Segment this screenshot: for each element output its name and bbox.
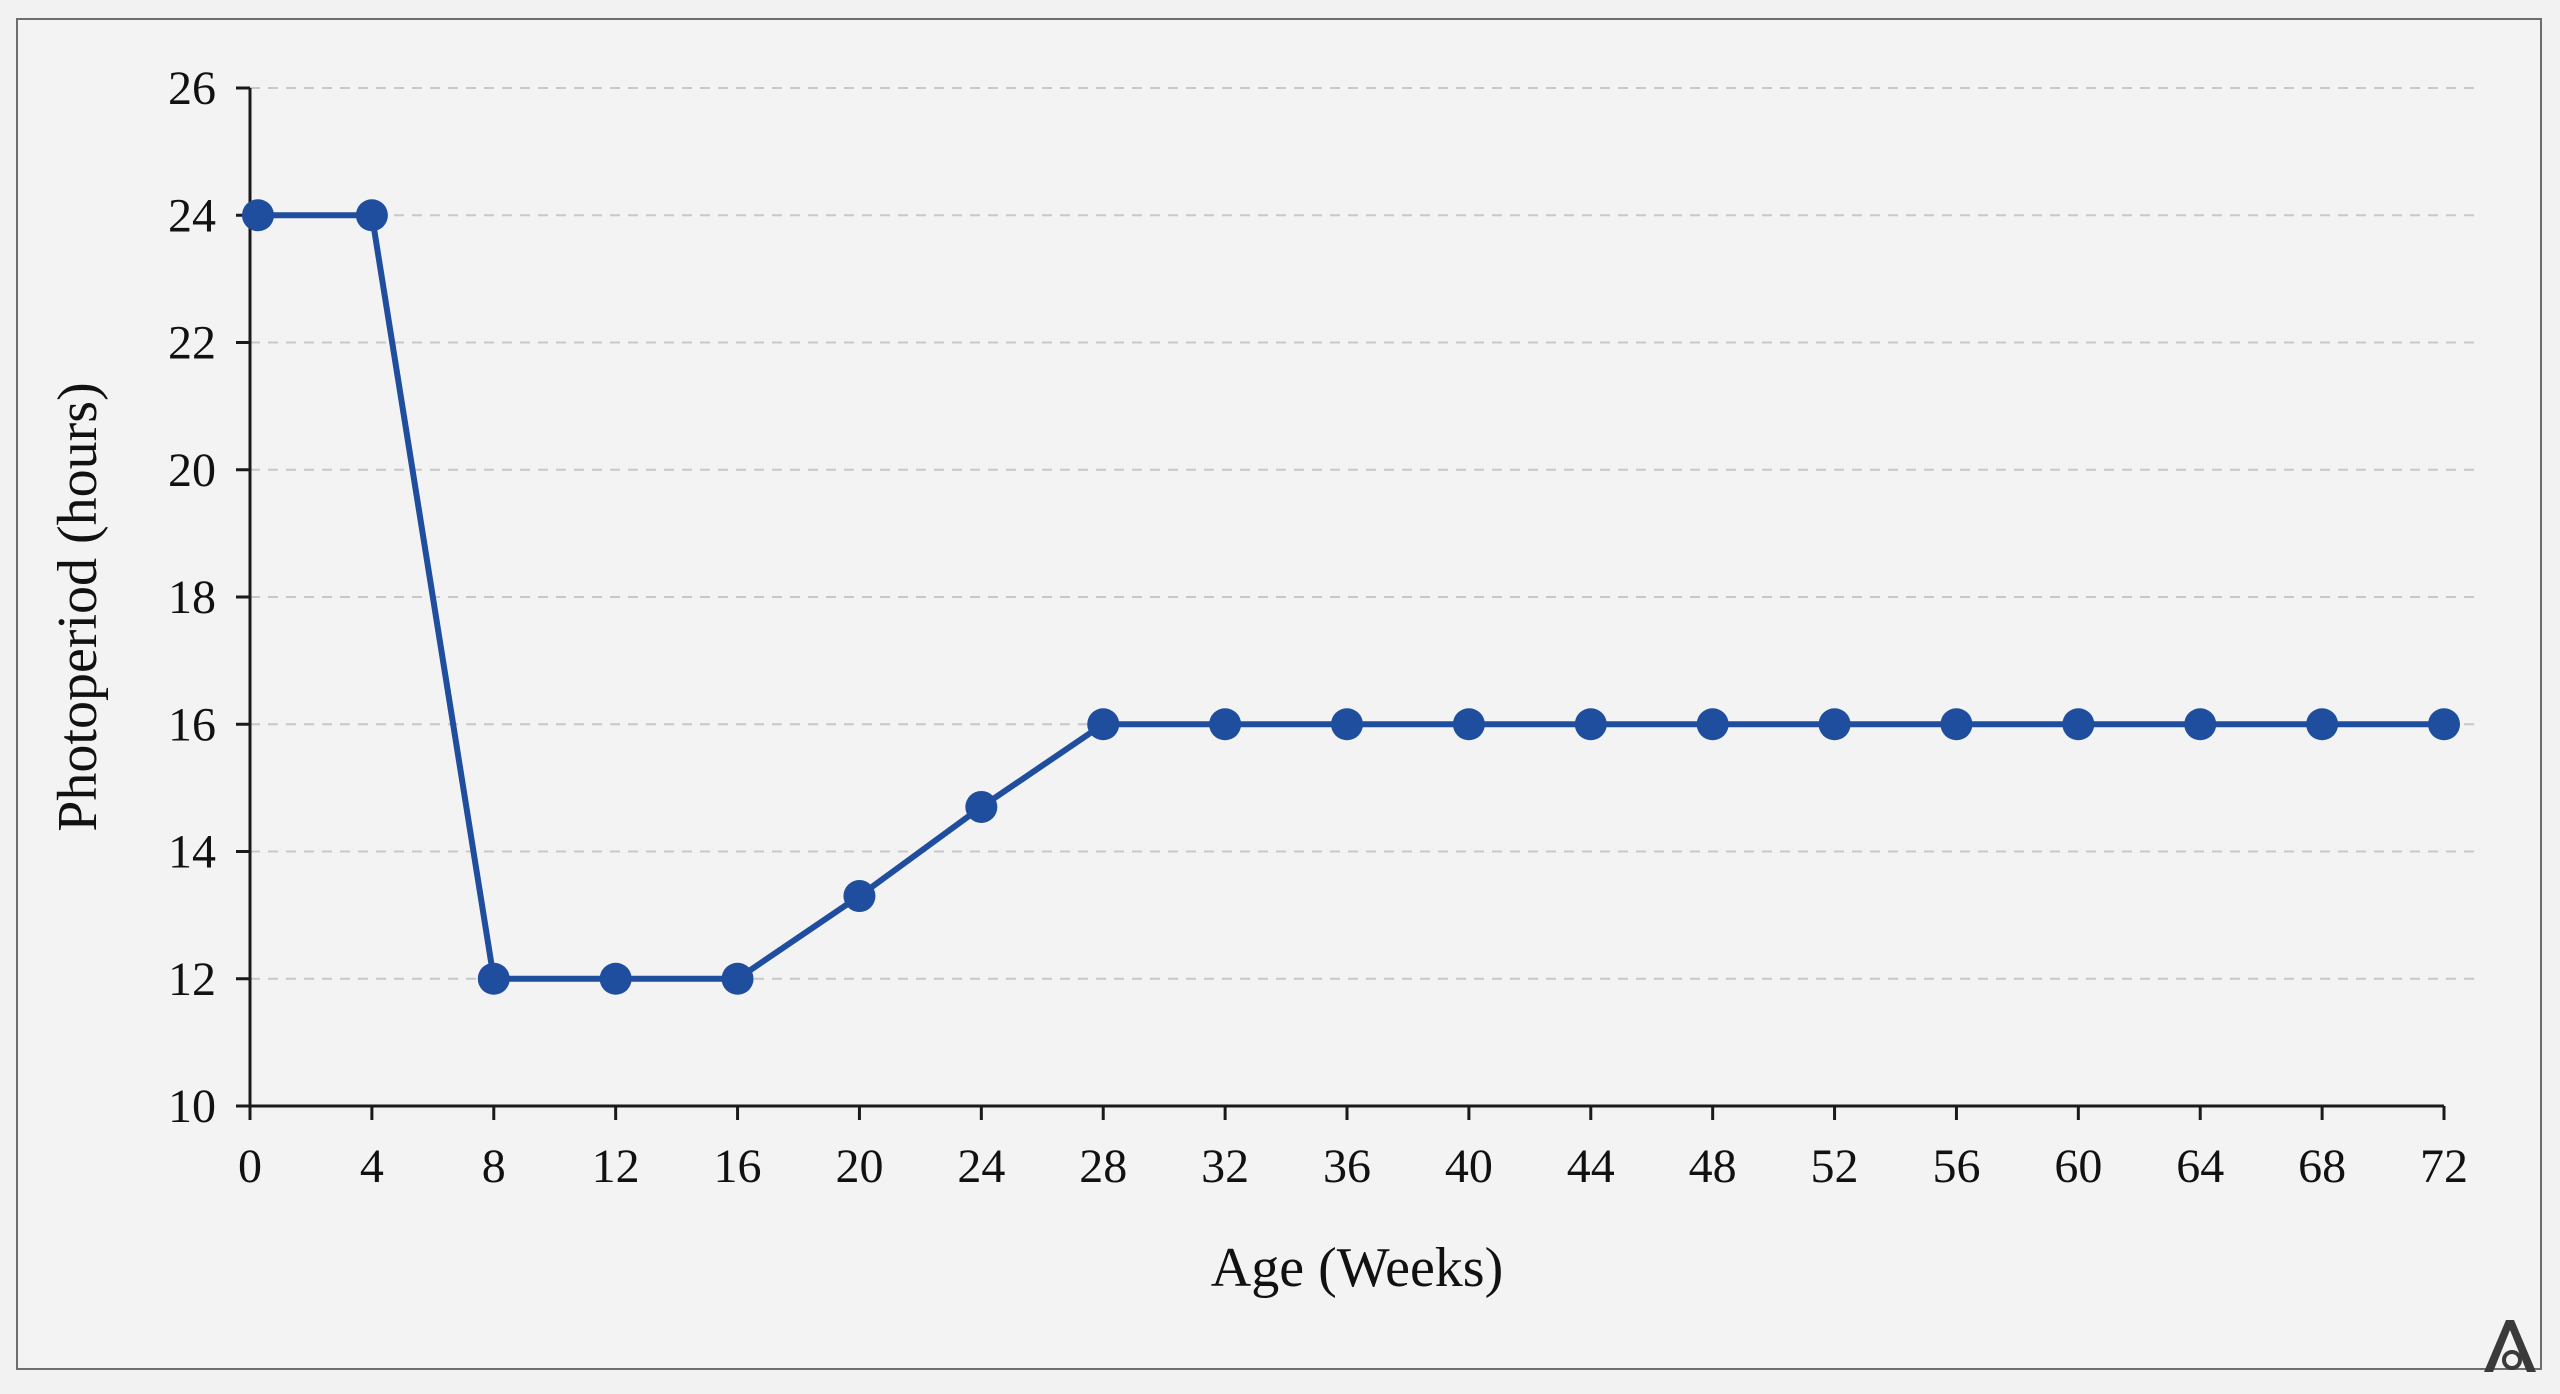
y-tick-label: 20: [168, 444, 216, 497]
data-point: [2062, 708, 2095, 741]
x-tick-labels: 0 4 8 12 16 20 24 28 32 36 40 44 48 52 56 60 64 68 72: [238, 1106, 2468, 1193]
x-tick-label: 24: [957, 1140, 1005, 1193]
x-tick-label: 72: [2420, 1140, 2468, 1193]
data-point: [1087, 708, 1120, 741]
x-tick-label: 28: [1079, 1140, 1127, 1193]
x-tick-label: 16: [714, 1140, 762, 1193]
x-tick-label: 56: [1932, 1140, 1980, 1193]
y-tick-labels: 10 12 14 16 18 20 22 24 26: [168, 62, 250, 1133]
data-point: [1696, 708, 1729, 741]
data-point: [1574, 708, 1607, 741]
data-point: [1818, 708, 1851, 741]
data-point: [477, 962, 510, 995]
y-axis-title: Photoperiod (hours): [47, 382, 109, 832]
x-tick-label: 0: [238, 1140, 262, 1193]
x-tick-label: 68: [2298, 1140, 2346, 1193]
y-tick-label: 24: [168, 189, 216, 242]
data-point: [599, 962, 632, 995]
y-tick-label: 22: [168, 317, 216, 370]
data-point: [1331, 708, 1363, 741]
chart-frame: [16, 18, 2542, 1370]
axes: [236, 88, 2444, 1120]
data-point: [1209, 708, 1242, 741]
x-tick-label: 52: [1811, 1140, 1859, 1193]
data-point: [965, 790, 998, 823]
x-tick-label: 36: [1323, 1140, 1371, 1193]
x-tick-label: 8: [482, 1140, 506, 1193]
x-tick-label: 48: [1689, 1140, 1737, 1193]
data-point: [843, 880, 876, 913]
data-point: [2184, 708, 2217, 741]
x-tick-label: 64: [2176, 1140, 2224, 1193]
y-tick-label: 26: [168, 62, 216, 115]
x-axis-title: Age (Weeks): [1211, 1237, 1503, 1299]
x-tick-label: 12: [592, 1140, 640, 1193]
data-point: [355, 199, 388, 232]
y-tick-label: 14: [168, 826, 216, 879]
y-tick-label: 16: [168, 698, 216, 751]
x-tick-label: 32: [1201, 1140, 1249, 1193]
logo-a-icon: [2484, 1320, 2536, 1372]
series: [242, 199, 2460, 995]
y-tick-label: 18: [168, 571, 216, 624]
data-point: [2428, 708, 2460, 741]
y-tick-label: 12: [168, 953, 216, 1006]
x-tick-label: 20: [835, 1140, 883, 1193]
y-tick-label: 10: [168, 1080, 216, 1133]
data-point: [1452, 708, 1485, 741]
x-tick-label: 4: [360, 1140, 384, 1193]
x-tick-label: 60: [2054, 1140, 2102, 1193]
x-tick-label: 40: [1445, 1140, 1493, 1193]
data-point: [721, 962, 754, 995]
data-point: [2306, 708, 2339, 741]
x-tick-label: 44: [1567, 1140, 1615, 1193]
data-point: [242, 199, 274, 232]
grid-lines: [250, 87, 2476, 980]
data-point: [1940, 708, 1973, 741]
